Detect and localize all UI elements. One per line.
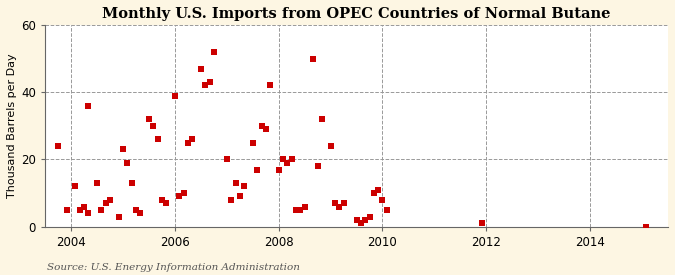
Text: Source: U.S. Energy Information Administration: Source: U.S. Energy Information Administ… <box>47 263 300 272</box>
Point <box>377 198 388 202</box>
Point <box>161 201 171 205</box>
Point <box>238 184 249 189</box>
Point <box>329 201 340 205</box>
Point <box>53 144 63 148</box>
Y-axis label: Thousand Barrels per Day: Thousand Barrels per Day <box>7 54 17 198</box>
Point <box>230 181 241 185</box>
Point <box>373 188 384 192</box>
Point <box>144 117 155 121</box>
Point <box>157 198 167 202</box>
Point <box>295 208 306 212</box>
Point <box>265 83 275 88</box>
Point <box>234 194 245 199</box>
Point <box>78 204 89 209</box>
Point <box>641 225 651 229</box>
Point <box>277 157 288 162</box>
Point <box>101 201 111 205</box>
Point <box>74 208 85 212</box>
Point <box>70 184 80 189</box>
Point <box>96 208 107 212</box>
Point <box>252 167 263 172</box>
Point <box>200 83 211 88</box>
Point <box>173 194 184 199</box>
Point <box>369 191 379 195</box>
Point <box>247 141 258 145</box>
Point <box>169 93 180 98</box>
Point <box>113 214 124 219</box>
Point <box>195 67 206 71</box>
Point <box>381 208 392 212</box>
Point <box>286 157 297 162</box>
Point <box>325 144 336 148</box>
Point <box>308 56 319 61</box>
Point <box>290 208 301 212</box>
Point <box>209 50 219 54</box>
Point <box>225 198 236 202</box>
Point <box>61 208 72 212</box>
Point <box>334 204 345 209</box>
Point <box>153 137 163 142</box>
Point <box>117 147 128 152</box>
Point <box>83 211 94 216</box>
Title: Monthly U.S. Imports from OPEC Countries of Normal Butane: Monthly U.S. Imports from OPEC Countries… <box>103 7 611 21</box>
Point <box>360 218 371 222</box>
Point <box>182 141 193 145</box>
Point <box>261 127 271 131</box>
Point <box>282 161 293 165</box>
Point <box>83 103 94 108</box>
Point <box>477 221 487 226</box>
Point <box>364 214 375 219</box>
Point <box>130 208 141 212</box>
Point <box>122 161 132 165</box>
Point <box>178 191 189 195</box>
Point <box>351 218 362 222</box>
Point <box>92 181 103 185</box>
Point <box>338 201 349 205</box>
Point <box>355 221 366 226</box>
Point <box>105 198 115 202</box>
Point <box>273 167 284 172</box>
Point <box>313 164 323 168</box>
Point <box>148 124 159 128</box>
Point <box>134 211 145 216</box>
Point <box>186 137 197 142</box>
Point <box>126 181 137 185</box>
Point <box>299 204 310 209</box>
Point <box>256 124 267 128</box>
Point <box>205 80 215 84</box>
Point <box>317 117 327 121</box>
Point <box>221 157 232 162</box>
